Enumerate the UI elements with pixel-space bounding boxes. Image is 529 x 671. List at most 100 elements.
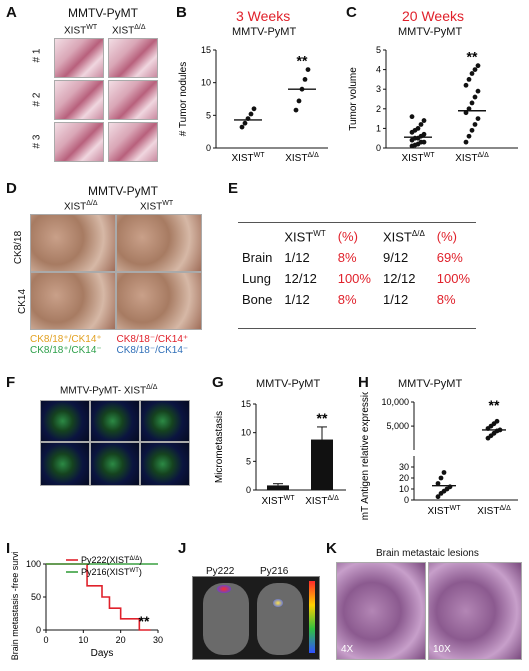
bar: [267, 485, 289, 490]
x-tick-label: XISTWT: [427, 505, 461, 517]
chart-b-g-y-tick-label: 15: [201, 45, 211, 55]
panel-label-h: H: [358, 374, 369, 391]
panel-c-subtitle: MMTV-PyMT: [398, 26, 463, 38]
bar: [311, 439, 333, 490]
x-tick-label: XISTWT: [261, 495, 295, 507]
table-cell: 8%: [337, 250, 357, 266]
data-point: [418, 122, 424, 127]
chart-g-y-tick-label: 5: [246, 456, 251, 466]
data-point: [435, 481, 441, 486]
table-e-pct1: (%): [337, 229, 358, 245]
panel-label-i: I: [6, 540, 11, 557]
table-cell: Bone: [242, 292, 273, 308]
panel-label-d: D: [6, 180, 17, 197]
mouse-silhouette-2: [257, 583, 303, 655]
chart-i-x-tick-label: 10: [78, 635, 88, 645]
chart-c-g-y-tick-label: 3: [376, 84, 381, 94]
table-cell: 1/12: [284, 250, 310, 266]
panel-g-subtitle: MMTV-PyMT: [256, 378, 321, 390]
table-cell: 69%: [436, 250, 463, 266]
data-point: [441, 470, 447, 475]
data-point: [435, 494, 441, 500]
panel-a-col1: XISTWT: [64, 24, 98, 37]
panel-b-top: 3 Weeks: [236, 8, 291, 24]
data-point: [305, 67, 311, 72]
micrograph-f-1: [40, 400, 90, 442]
panel-d-col2: XISTWT: [140, 200, 174, 213]
micrograph-a-ko-2: [108, 80, 158, 120]
y-axis-label: Brain metastasis -free survival: [10, 552, 20, 660]
micrograph-a-wt-3: [54, 122, 104, 162]
micrograph-a-ko-1: [108, 38, 158, 78]
micrograph-d-ck818-ko: [30, 214, 116, 272]
data-point: [469, 127, 475, 133]
legend-label: Py216(XISTWT): [81, 567, 142, 577]
data-point: [469, 71, 475, 76]
micrograph-f-2: [90, 400, 140, 442]
micrograph-f-6: [140, 442, 190, 486]
panel-a-col2: XISTΔ/Δ: [112, 24, 146, 37]
panel-label-j: J: [178, 540, 187, 557]
y-axis-label: Micrometastasis: [214, 411, 225, 483]
table-cell: 1/12: [284, 292, 310, 308]
micrograph-d-ck14-ko: [30, 272, 116, 330]
panel-h-subtitle: MMTV-PyMT: [398, 378, 463, 390]
table-cell: 100%: [337, 271, 371, 287]
panel-label-b: B: [176, 4, 187, 21]
table-cell: Brain: [242, 250, 273, 266]
table-cell: 12/12: [382, 271, 416, 287]
mouse-silhouette-1: [203, 583, 249, 655]
data-point: [251, 106, 257, 112]
table-cell: 12/12: [284, 271, 317, 287]
chart-g-y-tick-label: 0: [246, 485, 251, 495]
data-point: [415, 126, 421, 131]
legend-d-4: CK8/18⁻/CK14⁻: [116, 345, 189, 356]
significance-marker: **: [139, 613, 150, 629]
chart-g-y-tick-label: 15: [241, 399, 251, 409]
panel-c-top: 20 Weeks: [402, 8, 464, 24]
y-axis-label: Tumor volume: [348, 67, 359, 131]
panel-a-row3: # 3: [31, 134, 43, 149]
table-row: Lung 12/12 100% 12/12 100%: [236, 268, 476, 289]
data-point: [463, 110, 469, 116]
table-e-rule-bottom: [238, 328, 476, 329]
panel-a-row1: # 1: [31, 48, 43, 63]
data-point: [296, 98, 302, 104]
chart-i-y-tick-label: 0: [36, 625, 41, 635]
table-cell: Lung: [242, 271, 271, 287]
panel-label-g: G: [212, 374, 224, 391]
data-point: [421, 131, 427, 137]
panel-label-k: K: [326, 540, 337, 557]
table-cell: 8%: [337, 292, 357, 308]
ivis-image: [192, 576, 320, 660]
panel-label-a: A: [6, 4, 17, 21]
chart-b-g-y-tick-label: 10: [201, 78, 211, 88]
mag-label-10x: 10X: [433, 644, 451, 655]
chart-i: 0 50 100 0 10 20 30 Days Brain metastasis -free …: [10, 552, 163, 660]
chart-c-g-y-tick-label: 0: [376, 143, 381, 153]
data-point: [421, 139, 427, 145]
chart-i-y-tick-label: 100: [26, 559, 41, 569]
data-point: [466, 106, 472, 112]
micrograph-a-wt-1: [54, 38, 104, 78]
panel-d-title: MMTV-PyMT: [88, 184, 158, 198]
chart-g-y-tick-label: 10: [241, 428, 251, 438]
x-axis-label: Days: [91, 648, 114, 659]
chart-c: 0 1 2 3 4 5 XISTWT XISTΔ/Δ ** Tumor volume: [348, 45, 518, 164]
chart-h-y-tick-label: 10: [399, 484, 409, 494]
data-point: [472, 94, 478, 100]
data-point: [242, 120, 248, 126]
data-point: [469, 100, 475, 106]
x-tick-label: XISTΔ/Δ: [285, 152, 319, 164]
chart-b: 0 5 10 15 XISTWT XISTΔ/Δ ** # Tumor nodules: [178, 45, 328, 164]
panel-d-col1: XISTΔ/Δ: [64, 200, 98, 213]
chart-c-g-y-tick-label: 1: [376, 123, 381, 133]
data-point: [494, 418, 500, 424]
table-cell: 1/12: [382, 292, 409, 308]
data-point: [463, 139, 469, 145]
micrograph-a-ko-3: [108, 122, 158, 162]
table-row: Bone 1/12 8% 1/12 8%: [236, 289, 476, 310]
micrograph-f-4: [40, 442, 90, 486]
data-point: [421, 118, 427, 123]
